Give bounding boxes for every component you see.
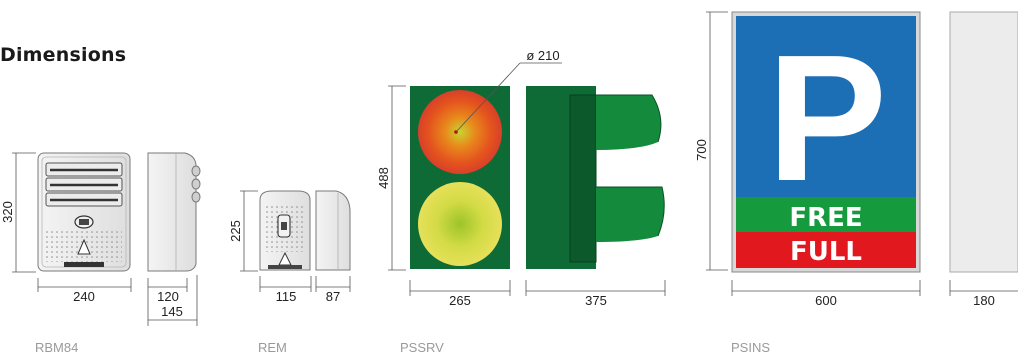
model-label-psins: PSINS [731,340,771,355]
rem-height-label: 225 [228,220,243,242]
psins-free-label: FREE [789,203,862,233]
psins-width-label: 600 [815,293,837,308]
rem-width-label: 115 [276,289,297,304]
page-title: Dimensions [0,44,127,66]
pssrv-width-label: 265 [449,293,471,308]
pssrv-diameter-label: ø 210 [526,48,559,63]
rbm84-front-view [37,152,131,272]
psins-full-label: FULL [790,237,862,267]
pssrv-front-view [410,86,510,269]
psins-side-view [949,11,1018,273]
pssrv-dimension-lines [388,62,666,296]
model-label-pssrv: PSSRV [400,340,444,355]
rem-front-view [259,190,311,271]
rbm84-dimension-lines [12,152,198,326]
rem-dimension-lines [240,190,351,292]
psins-height-label: 700 [694,139,709,161]
model-label-rbm84: RBM84 [35,340,79,355]
pssrv-side-view [526,86,665,269]
model-label-rem: REM [258,340,287,355]
pssrv-depth-label: 375 [585,293,607,308]
psins-depth-label: 180 [973,293,995,308]
psins-sign [731,11,921,273]
rbm84-width-label: 240 [73,289,95,304]
rem-side-view [315,190,351,271]
psins-dimension-lines [706,11,1018,296]
rem-depth-label: 87 [326,289,340,304]
rbm84-depth-label: 120 [157,289,179,304]
pssrv-red-lamp [418,90,502,174]
rbm84-height-label: 320 [0,201,15,223]
rbm84-side-view [147,152,201,272]
rbm84-depth-total-label: 145 [161,304,183,319]
psins-parking-letter: P [767,18,887,219]
pssrv-height-label: 488 [376,167,391,189]
pssrv-yellow-lamp [418,182,502,266]
